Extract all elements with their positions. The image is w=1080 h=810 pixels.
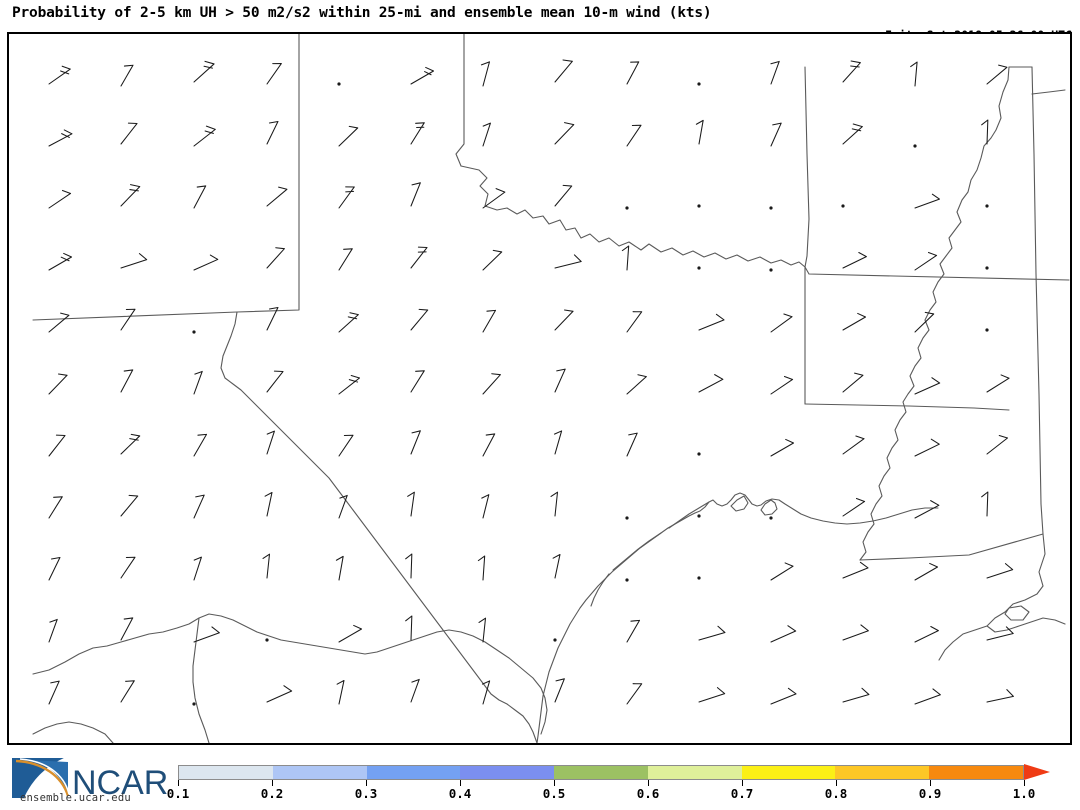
wind-barb-field bbox=[48, 59, 1014, 706]
header-bar: Probability of 2-5 km UH > 50 m2/s2 with… bbox=[0, 0, 1080, 82]
colorbar-tick-label: 0.4 bbox=[448, 786, 472, 801]
colorbar-band-5 bbox=[647, 766, 742, 779]
colorbar-tick-label: 0.1 bbox=[166, 786, 190, 801]
colorbar-band-3 bbox=[460, 766, 555, 779]
colorbar-tick-label: 0.6 bbox=[636, 786, 660, 801]
colorbar-tick-label: 0.2 bbox=[260, 786, 284, 801]
colorbar-tick bbox=[1024, 780, 1025, 786]
map-graphic bbox=[32, 34, 1070, 743]
colorbar-tick bbox=[178, 780, 179, 786]
colorbar-tick-label: 0.8 bbox=[824, 786, 848, 801]
map-canvas[interactable] bbox=[7, 32, 1072, 745]
colorbar-tick-label: 0.5 bbox=[542, 786, 566, 801]
colorbar-tick bbox=[930, 780, 931, 786]
colorbar-tick-labels: 0.1 0.2 0.3 0.4 0.5 0.6 0.7 0.8 0.9 1.0 bbox=[167, 786, 1036, 804]
colorbar-tick bbox=[272, 780, 273, 786]
colorbar-band-1 bbox=[272, 766, 367, 779]
colorbar-tick bbox=[648, 780, 649, 786]
colorbar-bands[interactable] bbox=[178, 765, 1024, 780]
colorbar-band-2 bbox=[366, 766, 461, 779]
colorbar-tick-label: 0.9 bbox=[918, 786, 942, 801]
colorbar-tick bbox=[460, 780, 461, 786]
colorbar-overflow-arrow bbox=[1024, 764, 1050, 780]
colorbar-band-6 bbox=[741, 766, 836, 779]
colorbar-tick bbox=[742, 780, 743, 786]
colorbar-band-0 bbox=[179, 766, 273, 779]
colorbar-band-8 bbox=[929, 766, 1024, 779]
colorbar-tick bbox=[554, 780, 555, 786]
svg-text:NCAR: NCAR bbox=[72, 764, 168, 802]
logo-url-label: ensemble.ucar.edu bbox=[20, 792, 131, 804]
colorbar-tick bbox=[836, 780, 837, 786]
colorbar-tick bbox=[366, 780, 367, 786]
colorbar-band-4 bbox=[554, 766, 648, 779]
colorbar-band-7 bbox=[835, 766, 930, 779]
footer-bar: NCAR ensemble.ucar.edu 0.1 0.2 0.3 0.4 0.5 0.… bbox=[0, 748, 1080, 810]
colorbar[interactable]: 0.1 0.2 0.3 0.4 0.5 0.6 0.7 0.8 0.9 1.0 bbox=[167, 764, 1074, 807]
page-title: Probability of 2-5 km UH > 50 m2/s2 with… bbox=[12, 5, 712, 21]
colorbar-tick-label: 0.3 bbox=[354, 786, 378, 801]
ncar-logo: NCAR bbox=[12, 758, 168, 802]
colorbar-tick-label: 1.0 bbox=[1012, 786, 1036, 801]
colorbar-ticks bbox=[178, 780, 1025, 786]
state-boundaries bbox=[32, 34, 1070, 743]
colorbar-tick-label: 0.7 bbox=[730, 786, 754, 801]
